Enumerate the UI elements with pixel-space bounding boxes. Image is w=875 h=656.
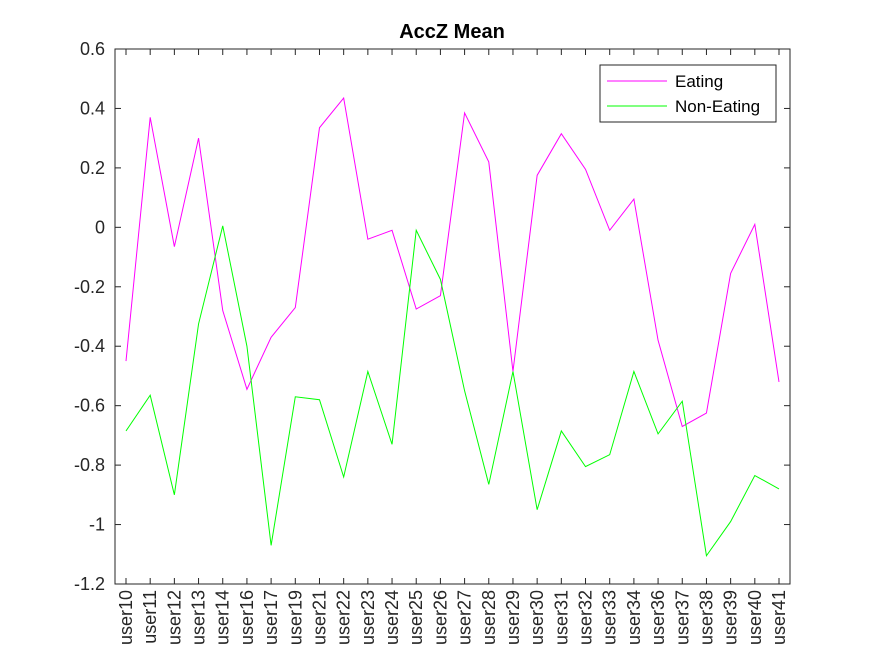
y-tick-label: -0.6 (74, 396, 105, 416)
x-tick-label: user14 (213, 590, 233, 645)
y-tick-label: 0.6 (80, 39, 105, 59)
x-tick-label: user37 (672, 590, 692, 645)
chart-title: AccZ Mean (399, 21, 505, 43)
x-tick-label: user17 (261, 590, 281, 645)
x-tick-label: user12 (164, 590, 184, 645)
x-tick-label: user24 (382, 590, 402, 645)
y-tick-label: -1 (89, 515, 105, 535)
x-tick-label: user36 (648, 590, 668, 645)
x-tick-label: user13 (189, 590, 209, 645)
x-tick-label: user29 (503, 590, 523, 645)
x-tick-label: user32 (576, 590, 596, 645)
x-tick-label: user22 (334, 590, 354, 645)
x-tick-label: user11 (140, 590, 160, 644)
x-tick-label: user21 (309, 590, 329, 645)
series-line-non-eating (125, 225, 780, 558)
x-tick-label: user30 (527, 590, 547, 645)
y-tick-label: -0.4 (74, 336, 105, 356)
y-tick-label: 0 (95, 217, 105, 237)
x-tick-label: user33 (600, 590, 620, 645)
x-tick-label: user16 (237, 590, 257, 645)
axes-box (114, 48, 791, 585)
x-tick-label: user39 (721, 590, 741, 645)
x-tick-label: user23 (358, 590, 378, 645)
x-tick-label: user19 (285, 590, 305, 645)
y-tick-label: 0.4 (80, 98, 105, 118)
x-tick-label: user41 (769, 590, 789, 645)
legend-label: Eating (675, 72, 723, 91)
legend: Eating Non-Eating (599, 64, 777, 123)
legend-label: Non-Eating (675, 97, 760, 116)
x-tick-label: user10 (116, 590, 136, 645)
legend-box (599, 64, 777, 123)
series-layer (125, 96, 780, 558)
x-tick-label: user26 (430, 590, 450, 645)
y-tick-label: 0.2 (80, 158, 105, 178)
x-tick-label: user38 (696, 590, 716, 645)
y-tick-label: -0.8 (74, 455, 105, 475)
plot-area-background (115, 49, 790, 584)
y-tick-label: -1.2 (74, 574, 105, 594)
x-tick-label: user28 (479, 590, 499, 645)
x-tick-label: user34 (624, 590, 644, 645)
x-tick-label: user27 (455, 590, 475, 645)
x-tick-label: user25 (406, 590, 426, 645)
x-tick-label: user40 (745, 590, 765, 645)
y-tick-label: -0.2 (74, 277, 105, 297)
series-line-eating (125, 96, 780, 428)
x-tick-label: user31 (551, 590, 571, 645)
